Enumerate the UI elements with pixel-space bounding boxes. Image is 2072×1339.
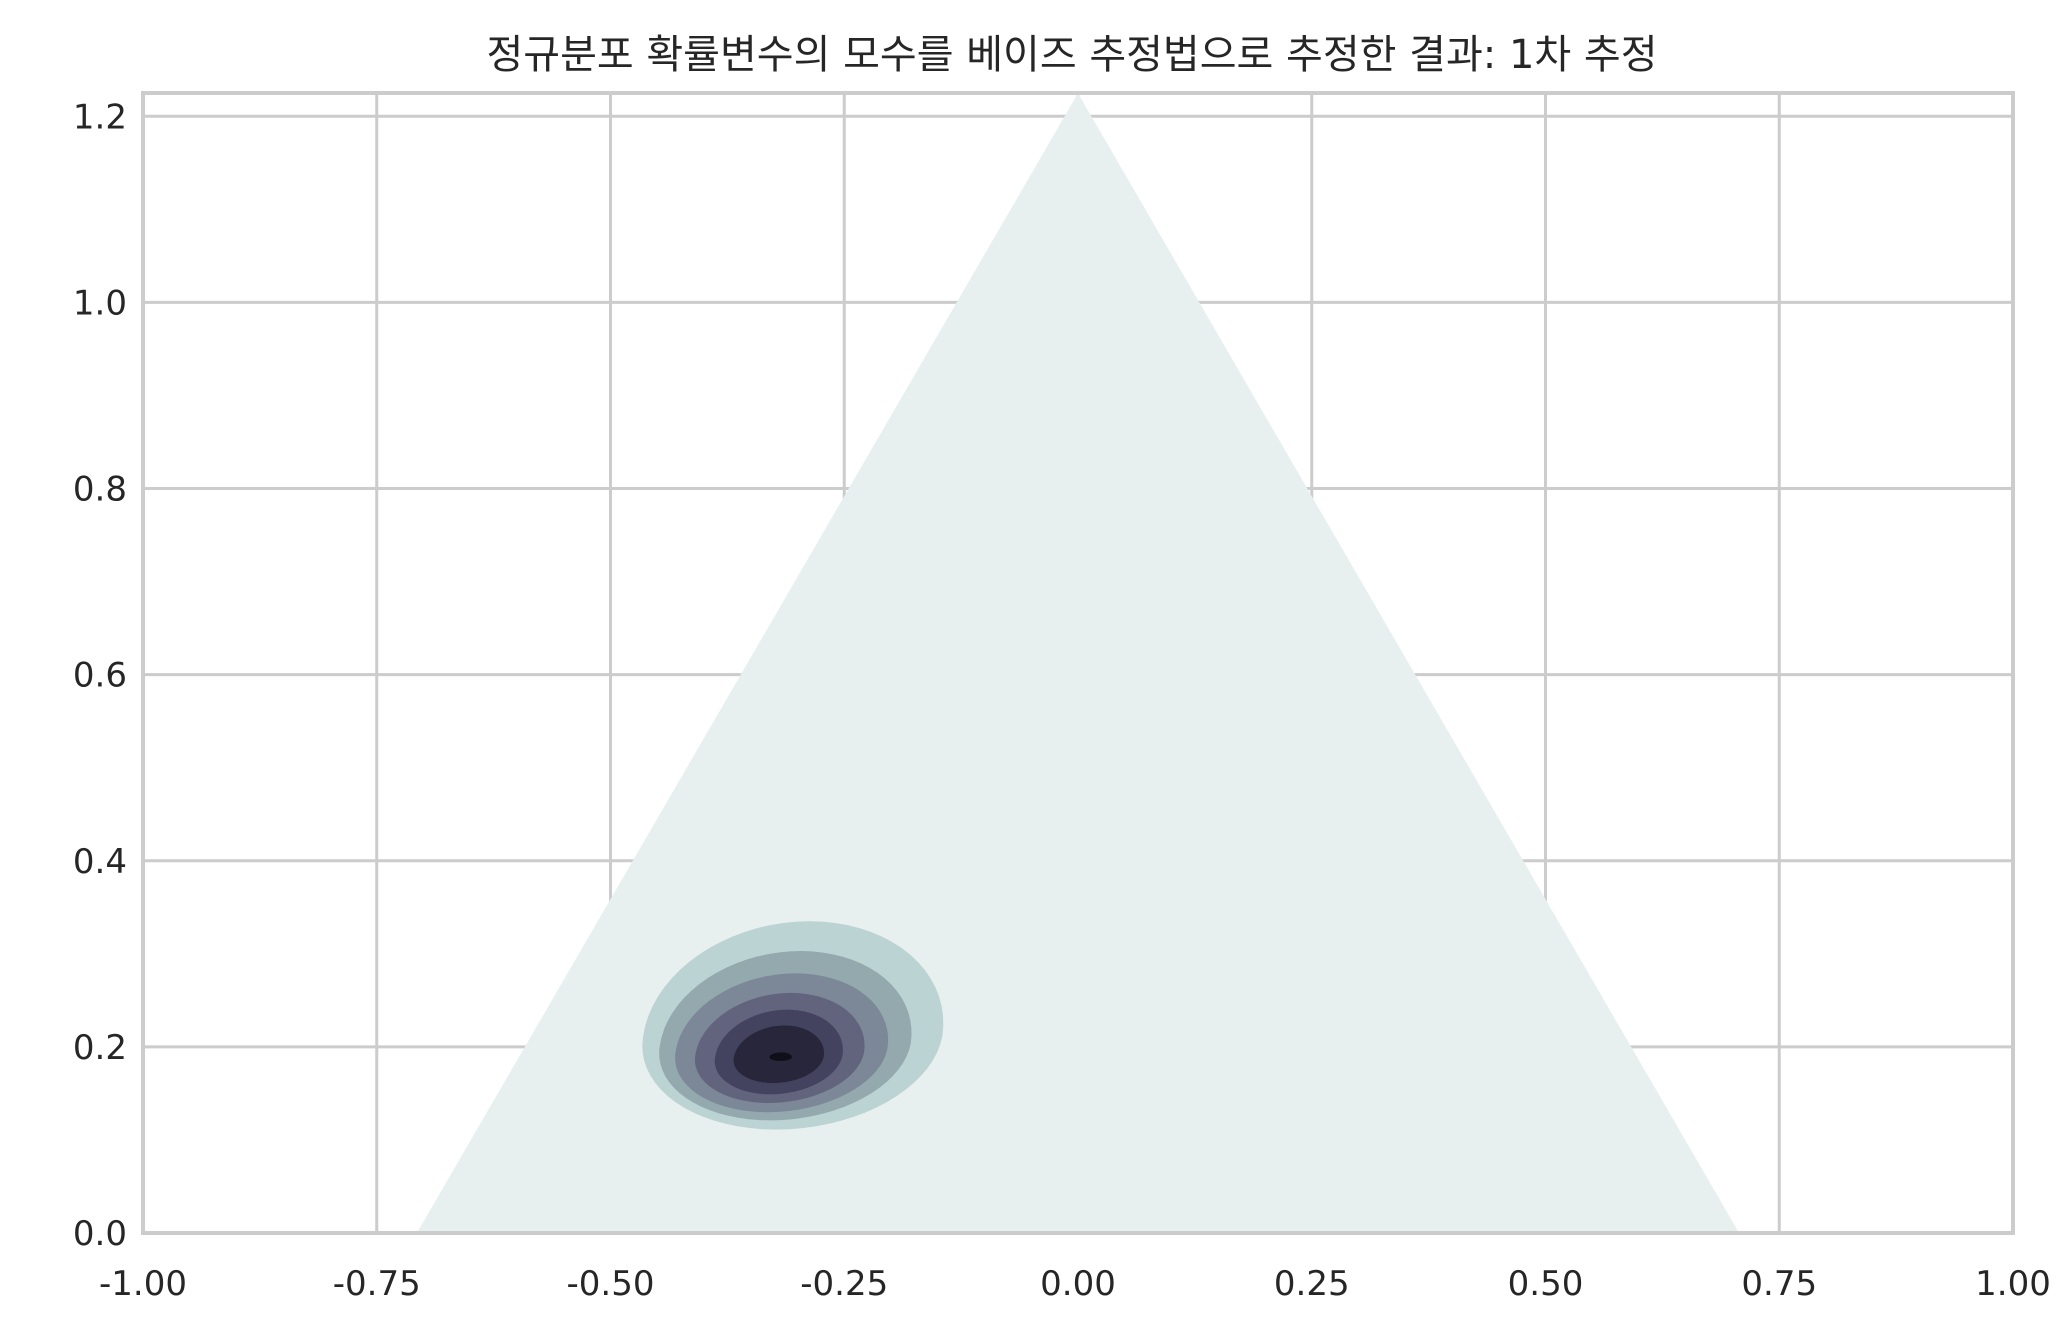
y-tick-label: 0.8 xyxy=(73,470,127,510)
y-axis-ticks: 0.0 0.2 0.4 0.6 0.8 1.0 1.2 xyxy=(73,97,127,1254)
contour-level-8 xyxy=(769,1052,792,1061)
density-contours xyxy=(416,93,1740,1234)
y-tick-label: 0.2 xyxy=(73,1028,127,1068)
y-tick-label: 0.0 xyxy=(73,1214,127,1254)
contour-level-1 xyxy=(416,93,1740,1234)
x-tick-label: 0.50 xyxy=(1508,1264,1584,1304)
x-tick-label: -0.75 xyxy=(333,1264,421,1304)
x-axis-ticks: -1.00 -0.75 -0.50 -0.25 0.00 0.25 0.50 0.75 1.00 xyxy=(99,1264,2051,1304)
plot-border xyxy=(141,91,2015,1235)
axes-frame xyxy=(141,91,2015,1235)
y-tick-label: 0.4 xyxy=(73,842,127,882)
y-tick-label: 1.2 xyxy=(73,97,127,137)
x-tick-label: -0.25 xyxy=(800,1264,888,1304)
y-tick-label: 0.6 xyxy=(73,656,127,696)
x-tick-label: 1.00 xyxy=(1975,1264,2051,1304)
chart-title: 정규분포 확률변수의 모수를 베이즈 추정법으로 추정한 결과: 1차 추정 xyxy=(486,32,1657,78)
x-tick-label: 0.00 xyxy=(1040,1264,1116,1304)
y-tick-label: 1.0 xyxy=(73,283,127,323)
x-tick-label: 0.75 xyxy=(1741,1264,1817,1304)
x-tick-label: 0.25 xyxy=(1274,1264,1350,1304)
x-tick-label: -1.00 xyxy=(99,1264,187,1304)
x-tick-label: -0.50 xyxy=(567,1264,655,1304)
